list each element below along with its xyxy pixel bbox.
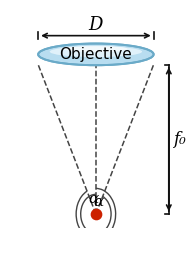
Text: α: α [88,191,98,206]
Ellipse shape [64,46,128,52]
Ellipse shape [50,46,142,57]
Point [94,212,97,216]
Ellipse shape [38,44,154,65]
Text: D: D [89,16,103,34]
Text: Objective: Objective [60,47,132,62]
Text: α: α [93,195,103,209]
Text: f₀: f₀ [173,131,186,148]
